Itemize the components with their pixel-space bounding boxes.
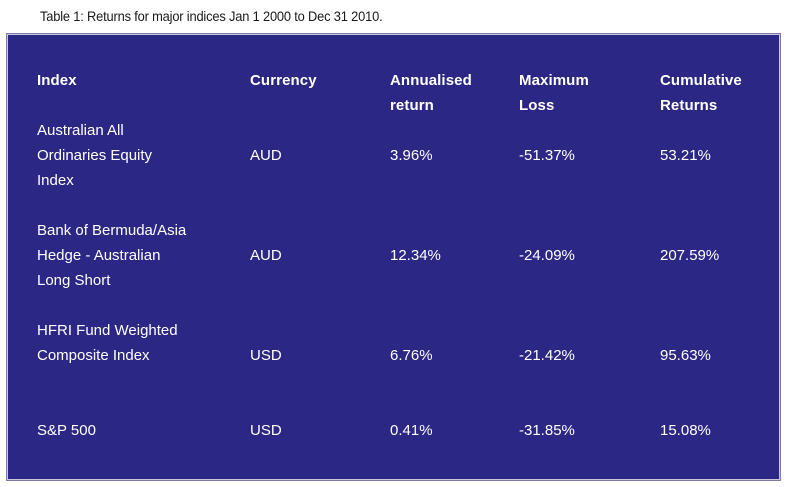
row-1-index-line-3: Index (37, 172, 74, 189)
header-currency: Currency (250, 68, 317, 93)
row-2-max-loss: -24.09% (519, 247, 575, 264)
header-annualised-line-1: Annualised (390, 72, 472, 89)
row-4-index: S&P 500 (37, 418, 96, 443)
header-currency-line: Currency (250, 72, 317, 89)
row-2-index-line-1: Bank of Bermuda/Asia (37, 222, 187, 239)
row-3-currency: USD (250, 347, 282, 364)
row-2-cumulative: 207.59% (660, 247, 720, 264)
row-4-currency: USD (250, 422, 282, 439)
row-2-annualised: 12.34% (390, 247, 441, 264)
row-4-index-line-1: S&P 500 (37, 422, 96, 439)
row-3-max-loss: -21.42% (519, 347, 575, 364)
header-index: Index (37, 68, 77, 93)
row-1-cumulative: 53.21% (660, 147, 711, 164)
header-cumulative-line-2: Returns (660, 97, 718, 114)
header-annualised-line-2: return (390, 97, 434, 114)
row-4-cumulative: 15.08% (660, 422, 711, 439)
header-annualised: Annualised return (390, 68, 472, 118)
header-max-loss-line-2: Loss (519, 97, 555, 114)
row-1-index-line-2: Ordinaries Equity (37, 147, 153, 164)
returns-table: Index Currency Annualised return Maximum… (6, 33, 781, 481)
row-1-currency: AUD (250, 147, 282, 164)
row-2-index: Bank of Bermuda/Asia Hedge - Australian … (37, 218, 186, 293)
row-4-max-loss: -31.85% (519, 422, 575, 439)
header-cumulative: Cumulative Returns (660, 68, 742, 118)
row-2-index-line-2: Hedge - Australian (37, 247, 161, 264)
header-cumulative-line-1: Cumulative (660, 72, 742, 89)
header-max-loss: Maximum Loss (519, 68, 589, 118)
row-1-annualised: 3.96% (390, 147, 433, 164)
row-2-currency: AUD (250, 247, 282, 264)
row-1-max-loss: -51.37% (519, 147, 575, 164)
table-caption: Table 1: Returns for major indices Jan 1… (40, 8, 383, 24)
row-4-annualised: 0.41% (390, 422, 433, 439)
row-1-index-line-1: Australian All (37, 122, 124, 139)
row-3-cumulative: 95.63% (660, 347, 711, 364)
header-index-line: Index (37, 72, 77, 89)
row-3-index: HFRI Fund Weighted Composite Index (37, 318, 178, 368)
row-3-index-line-1: HFRI Fund Weighted (37, 322, 178, 339)
row-2-index-line-3: Long Short (37, 272, 111, 289)
row-1-index: Australian All Ordinaries Equity Index (37, 118, 152, 193)
row-3-annualised: 6.76% (390, 347, 433, 364)
header-max-loss-line-1: Maximum (519, 72, 589, 89)
row-3-index-line-2: Composite Index (37, 347, 150, 364)
